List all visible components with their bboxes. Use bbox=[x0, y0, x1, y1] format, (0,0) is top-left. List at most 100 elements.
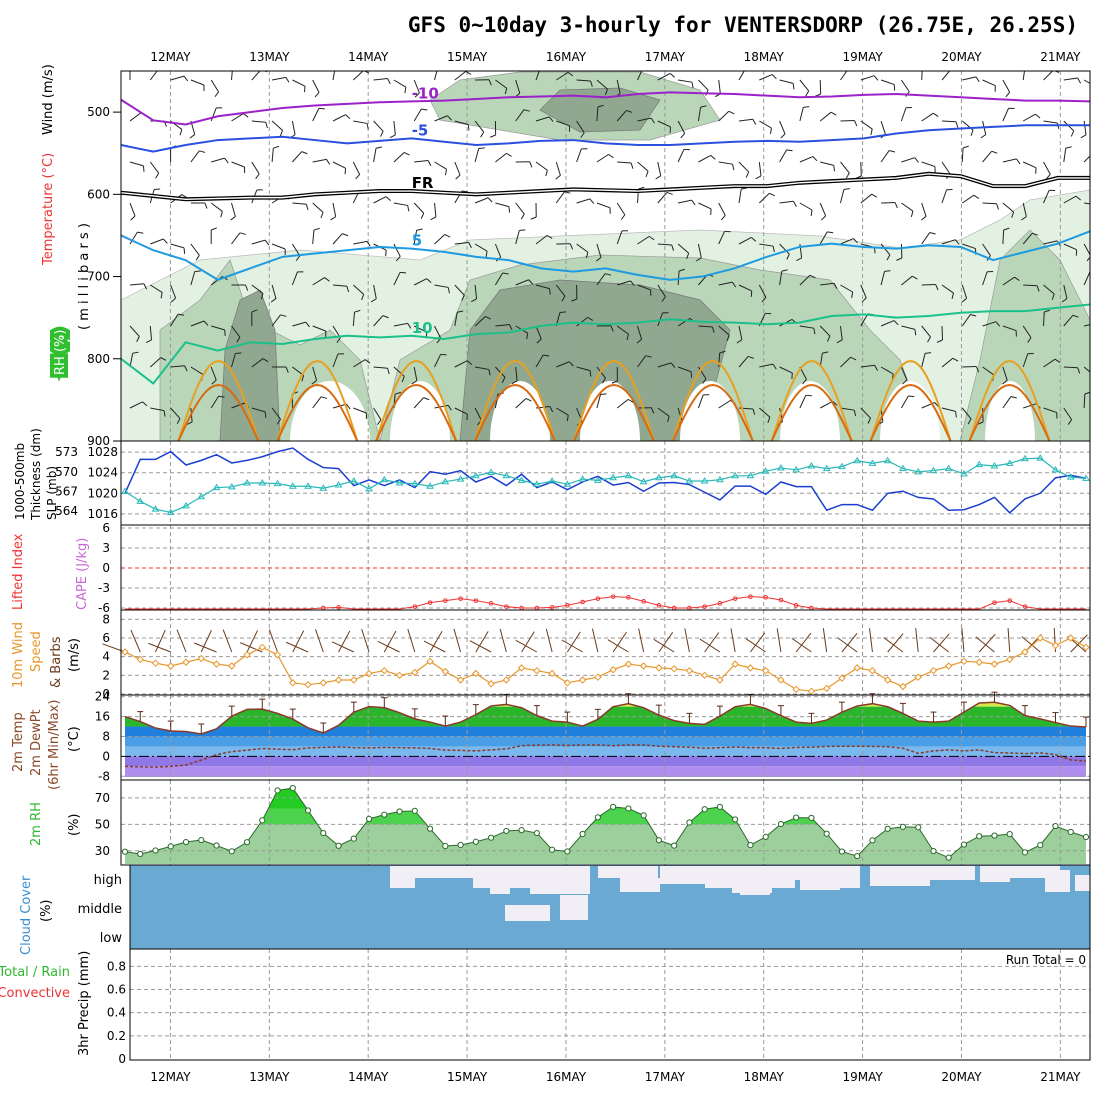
wind-barb-flag bbox=[411, 380, 418, 385]
date-label-bottom: 16MAY bbox=[546, 1070, 587, 1084]
wind-tick-label: 6 bbox=[102, 631, 110, 645]
panel-precip: 0 0.2 0.4 0.6 0.8 Run Total = 0 Total / Rain… bbox=[0, 948, 1091, 1066]
wind10m-barb bbox=[246, 630, 259, 653]
wind-barb-flag bbox=[661, 296, 666, 302]
wind-barb bbox=[1063, 243, 1077, 251]
isotherm-15 bbox=[474, 359, 557, 441]
wind-barb-flag bbox=[313, 227, 320, 231]
wind-barb-flag bbox=[936, 339, 943, 343]
wind-barb bbox=[900, 366, 908, 381]
wind-barb-flag bbox=[746, 68, 752, 69]
wind-barb-flag bbox=[354, 309, 361, 313]
wind-barb-flag bbox=[927, 336, 931, 343]
wind-barb bbox=[454, 284, 465, 296]
wind-barb bbox=[901, 275, 913, 286]
wind-barb bbox=[474, 407, 482, 421]
li-tick-label: 6 bbox=[102, 521, 110, 535]
wind-barb bbox=[677, 149, 685, 163]
wind-speed-marker bbox=[716, 676, 724, 684]
wind-barb bbox=[1063, 366, 1078, 369]
wind-barb-flag bbox=[745, 171, 750, 178]
precip-tick-label: 0.6 bbox=[107, 983, 126, 997]
wind10m-barb bbox=[331, 641, 355, 653]
isotherm-20 bbox=[276, 383, 359, 441]
wind-barb bbox=[1083, 324, 1090, 327]
wind-barb-flag bbox=[326, 159, 331, 165]
wind-barb-flag bbox=[772, 246, 775, 253]
rh2m-marker bbox=[533, 829, 540, 837]
wind-barb bbox=[393, 366, 405, 377]
wind-barb bbox=[271, 120, 283, 131]
isotherm-15 bbox=[968, 359, 1051, 441]
wind-barb bbox=[840, 189, 845, 204]
wind-barb bbox=[373, 284, 377, 299]
wind-barb bbox=[921, 202, 927, 217]
wind-speed-marker bbox=[350, 676, 358, 684]
wind-barb-flag bbox=[438, 66, 444, 67]
wind-barb bbox=[150, 407, 165, 412]
rh2m-marker bbox=[1067, 828, 1074, 836]
wind-barb-flag bbox=[387, 78, 391, 85]
wind-barb bbox=[1043, 161, 1051, 175]
wind-barb-flag bbox=[324, 277, 330, 282]
wind-barb-flag bbox=[423, 397, 430, 401]
li-marker bbox=[778, 597, 784, 603]
wind-barb-flag bbox=[142, 401, 148, 407]
wind-barb-flag bbox=[380, 131, 384, 137]
rh2m-marker bbox=[457, 841, 464, 849]
wind-barb bbox=[677, 317, 691, 327]
wind-barb bbox=[880, 320, 895, 327]
wind-barb bbox=[332, 161, 346, 169]
rh2m-marker bbox=[1021, 849, 1029, 856]
wind-barb bbox=[718, 79, 721, 94]
wind-barb-flag bbox=[827, 231, 834, 234]
wind-barb bbox=[738, 356, 749, 368]
wind-barb bbox=[494, 243, 502, 258]
wind-speed-marker bbox=[517, 664, 526, 672]
wind-barb bbox=[1022, 202, 1027, 217]
wind-barb bbox=[1022, 353, 1029, 368]
wind-barb bbox=[576, 243, 589, 253]
wind-barb-flag bbox=[597, 104, 604, 108]
wind-barb-flag bbox=[781, 269, 788, 272]
wind-barb-flag bbox=[961, 297, 967, 303]
wind-barb bbox=[1002, 108, 1010, 122]
wind-barb bbox=[738, 325, 743, 340]
wind-barb-flag bbox=[132, 351, 139, 354]
wind-barb bbox=[231, 202, 236, 217]
wind-barb bbox=[860, 407, 871, 419]
wind-barb-flag bbox=[955, 121, 959, 128]
wind-barb-flag bbox=[394, 391, 402, 395]
rh-area-mid bbox=[959, 229, 1090, 441]
wind-barb bbox=[921, 112, 934, 122]
wind10m-barb bbox=[929, 636, 950, 653]
low-level-gap bbox=[985, 381, 1035, 441]
wind-barb-flag bbox=[1072, 314, 1079, 318]
wind10m-barb bbox=[975, 636, 995, 653]
wind-speed-marker bbox=[273, 651, 282, 659]
wind-barb bbox=[718, 110, 730, 122]
wind-barb-flag bbox=[611, 380, 618, 384]
wind-barb-flag bbox=[508, 324, 513, 331]
wind-barb-flag bbox=[566, 415, 569, 422]
wind-barb bbox=[373, 196, 387, 204]
date-label-top: 17MAY bbox=[645, 50, 686, 64]
wind-barb bbox=[596, 243, 602, 258]
wind-barb bbox=[698, 325, 713, 328]
wind-barb bbox=[961, 407, 972, 420]
wind-speed-marker bbox=[578, 676, 587, 684]
wind-barb-flag bbox=[1044, 309, 1051, 313]
wind10m-barb bbox=[837, 637, 858, 653]
wind-barb bbox=[758, 284, 767, 298]
millibars-label: ( m i l l i b a r s ) bbox=[77, 223, 92, 330]
wind-barb bbox=[1063, 195, 1077, 204]
wind-barb bbox=[231, 113, 244, 122]
wind-barb bbox=[413, 202, 425, 214]
li-marker bbox=[565, 603, 570, 608]
rh2m-marker bbox=[1052, 822, 1059, 830]
wind-barb-flag bbox=[485, 316, 491, 320]
thickness-marker bbox=[227, 482, 236, 490]
wind-barb bbox=[129, 325, 140, 337]
rh2m-marker bbox=[335, 842, 342, 849]
wind-barb bbox=[576, 366, 591, 372]
